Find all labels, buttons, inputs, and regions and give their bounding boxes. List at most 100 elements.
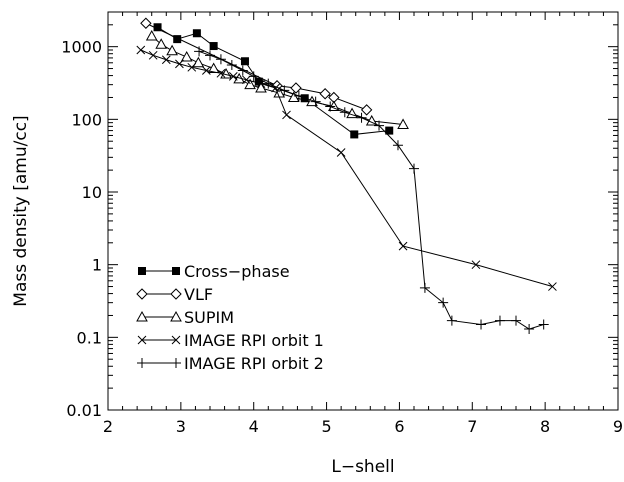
data-point — [248, 71, 259, 82]
data-point — [263, 78, 274, 89]
data-point — [339, 107, 350, 118]
data-point — [155, 38, 168, 49]
data-point — [279, 85, 290, 96]
legend-marker — [172, 267, 180, 275]
legend-marker — [170, 310, 182, 322]
x-tick-label: 4 — [249, 417, 259, 436]
legend-item-2: SUPIM — [136, 308, 234, 327]
y-tick-label: 0.01 — [66, 401, 102, 420]
data-point — [207, 62, 220, 74]
data-point — [446, 315, 457, 326]
series-0 — [153, 23, 394, 139]
legend-item-4: IMAGE RPI orbit 2 — [137, 354, 324, 373]
data-point — [226, 59, 237, 70]
y-tick-label: 1000 — [61, 38, 102, 57]
data-point — [187, 62, 197, 72]
data-point — [319, 88, 331, 100]
data-point — [409, 163, 419, 174]
data-point — [244, 78, 256, 90]
data-point — [175, 59, 184, 69]
legend-label: SUPIM — [184, 308, 234, 327]
legend-label: Cross−phase — [184, 262, 290, 281]
data-point — [397, 118, 409, 129]
data-point — [398, 241, 408, 251]
series-3 — [136, 45, 557, 291]
series-line — [198, 50, 544, 330]
legend-marker — [136, 288, 148, 300]
data-point — [548, 282, 557, 291]
data-point — [524, 324, 535, 335]
data-point — [360, 104, 373, 116]
data-point — [350, 130, 359, 139]
series-line — [145, 22, 367, 111]
data-point — [242, 75, 251, 85]
legend-marker — [137, 358, 147, 368]
y-tick-label: 1 — [92, 256, 102, 275]
data-point — [374, 120, 385, 131]
data-point — [255, 81, 267, 93]
data-point — [336, 148, 346, 157]
legend-label: IMAGE RPI orbit 1 — [184, 331, 324, 350]
data-point — [476, 319, 487, 330]
y-axis-label: Mass density [amu/cc] — [11, 115, 31, 306]
data-point — [194, 46, 205, 57]
x-tick-label: 6 — [394, 417, 404, 436]
data-point — [215, 54, 226, 65]
series-layer — [136, 17, 557, 335]
legend-item-3: IMAGE RPI orbit 1 — [137, 331, 324, 350]
y-tick-label: 0.1 — [77, 328, 102, 347]
data-point — [325, 101, 336, 112]
data-point — [538, 319, 549, 330]
data-point — [145, 30, 158, 41]
data-point — [419, 282, 430, 293]
legend-marker — [137, 335, 147, 345]
data-point — [494, 315, 505, 326]
data-point — [192, 56, 205, 68]
data-point — [287, 91, 300, 102]
legend-label: VLF — [184, 285, 213, 304]
data-point — [228, 72, 238, 81]
data-point — [153, 23, 162, 32]
data-point — [166, 44, 178, 56]
data-point — [202, 66, 211, 75]
data-point — [310, 96, 321, 107]
x-tick-label: 3 — [176, 417, 186, 436]
data-point — [392, 140, 403, 151]
series-line — [140, 49, 553, 288]
data-point — [471, 260, 481, 270]
legend-label: IMAGE RPI orbit 2 — [184, 354, 324, 373]
data-point — [161, 55, 171, 65]
data-point — [148, 50, 158, 60]
x-tick-label: 9 — [613, 417, 623, 436]
x-tick-label: 5 — [321, 417, 331, 436]
x-tick-label: 8 — [540, 417, 550, 436]
data-point — [173, 35, 182, 44]
data-point — [237, 65, 248, 76]
data-point — [240, 57, 249, 66]
legend-marker — [171, 335, 181, 345]
data-point — [216, 68, 226, 78]
data-point — [365, 114, 378, 126]
legend-marker — [138, 267, 146, 275]
data-point — [140, 17, 152, 29]
data-point — [385, 126, 394, 135]
data-point — [192, 29, 201, 38]
axes: 2 3 4 5 6 7 8 9 0.01 0.1 1 10 100 1000 — [61, 11, 623, 436]
data-point — [209, 42, 218, 51]
data-point — [511, 315, 521, 326]
data-point — [205, 50, 215, 61]
data-point — [136, 45, 146, 55]
legend-marker — [171, 358, 181, 368]
legend-marker — [136, 310, 148, 322]
series-1 — [140, 17, 373, 116]
y-tick-label: 10 — [82, 183, 102, 202]
data-point — [438, 297, 449, 308]
x-tick-label: 7 — [467, 417, 477, 436]
y-tick-label: 100 — [71, 110, 102, 129]
plot-frame — [107, 11, 619, 411]
series-2 — [145, 30, 409, 129]
legend-item-1: VLF — [136, 285, 213, 304]
legend-item-0: Cross−phase — [138, 262, 290, 281]
x-axis-label: L−shell — [331, 457, 394, 477]
